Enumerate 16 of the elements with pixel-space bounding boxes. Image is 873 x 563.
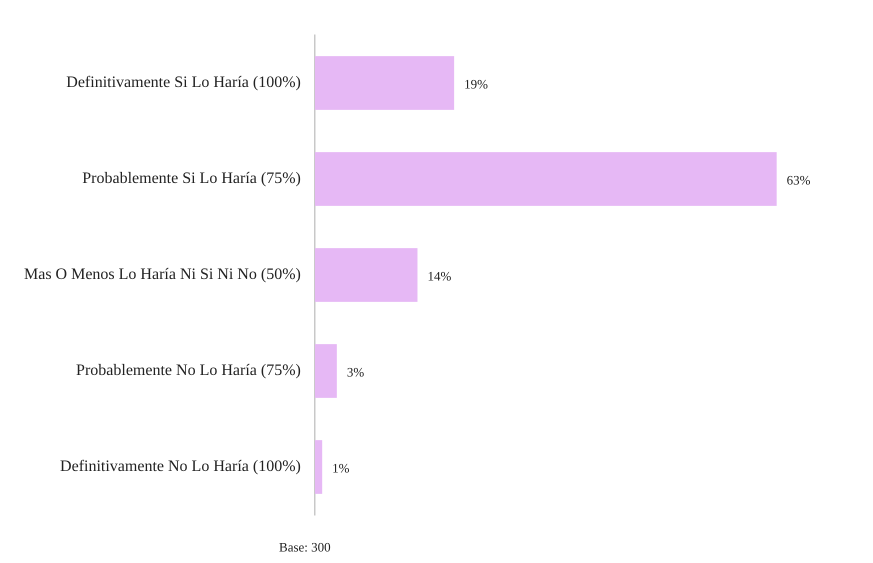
- y-tick-label: Probablemente Si Lo Haría (75%): [82, 170, 301, 188]
- y-tick-label: Definitivamente Si Lo Haría (100%): [66, 74, 301, 92]
- text: Base: 300: [279, 539, 331, 554]
- y-tick-label: Definitivamente No Lo Haría (100%): [60, 458, 301, 476]
- bar: [314, 56, 454, 110]
- data-label: 14%: [427, 268, 452, 284]
- data-label: 63%: [786, 172, 811, 188]
- data-label: 1%: [332, 460, 350, 476]
- bar: [314, 344, 337, 398]
- bar: [314, 248, 418, 302]
- bar: [314, 440, 322, 494]
- y-tick-label: Probablemente No Lo Haría (75%): [76, 362, 301, 380]
- data-label: 3%: [346, 364, 364, 380]
- data-label: 19%: [464, 76, 488, 92]
- y-tick-label: Mas O Menos Lo Haría Ni Si Ni No (50%): [24, 266, 301, 284]
- bar: [314, 152, 777, 206]
